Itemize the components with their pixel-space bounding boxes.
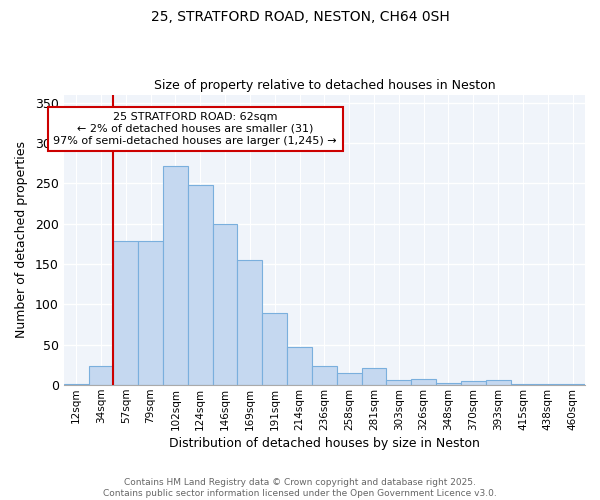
Bar <box>262 312 287 385</box>
Bar <box>486 380 511 385</box>
Y-axis label: Number of detached properties: Number of detached properties <box>15 142 28 338</box>
Bar <box>212 224 238 385</box>
Bar <box>287 347 312 385</box>
Bar <box>560 384 585 385</box>
Bar <box>411 378 436 385</box>
Bar <box>89 366 113 385</box>
Text: 25 STRATFORD ROAD: 62sqm
← 2% of detached houses are smaller (31)
97% of semi-de: 25 STRATFORD ROAD: 62sqm ← 2% of detache… <box>53 112 337 146</box>
Text: 25, STRATFORD ROAD, NESTON, CH64 0SH: 25, STRATFORD ROAD, NESTON, CH64 0SH <box>151 10 449 24</box>
Title: Size of property relative to detached houses in Neston: Size of property relative to detached ho… <box>154 79 495 92</box>
Bar <box>511 384 535 385</box>
Bar <box>386 380 411 385</box>
Bar <box>436 382 461 385</box>
X-axis label: Distribution of detached houses by size in Neston: Distribution of detached houses by size … <box>169 437 480 450</box>
Bar <box>461 381 486 385</box>
Bar <box>362 368 386 385</box>
Bar <box>238 260 262 385</box>
Bar <box>64 384 89 385</box>
Bar <box>312 366 337 385</box>
Bar <box>337 373 362 385</box>
Bar <box>535 384 560 385</box>
Bar <box>138 242 163 385</box>
Text: Contains HM Land Registry data © Crown copyright and database right 2025.
Contai: Contains HM Land Registry data © Crown c… <box>103 478 497 498</box>
Bar <box>163 166 188 385</box>
Bar <box>113 242 138 385</box>
Bar <box>188 185 212 385</box>
